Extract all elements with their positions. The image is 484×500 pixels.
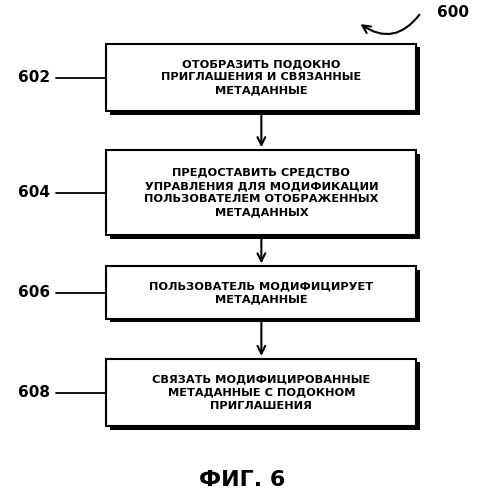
Text: 602: 602: [18, 70, 50, 85]
Bar: [106, 150, 416, 235]
Text: 604: 604: [18, 185, 50, 200]
Text: ПРЕДОСТАВИТЬ СРЕДСТВО
УПРАВЛЕНИЯ ДЛЯ МОДИФИКАЦИИ
ПОЛЬЗОВАТЕЛЕМ ОТОБРАЖЕННЫХ
МЕТА: ПРЕДОСТАВИТЬ СРЕДСТВО УПРАВЛЕНИЯ ДЛЯ МОД…: [144, 168, 378, 218]
Bar: [106, 44, 416, 112]
Text: 600: 600: [437, 5, 469, 20]
Bar: [110, 270, 420, 322]
Bar: [110, 362, 420, 430]
Text: 608: 608: [18, 385, 50, 400]
Bar: [106, 266, 416, 319]
Text: 606: 606: [18, 285, 50, 300]
Text: ФИГ. 6: ФИГ. 6: [199, 470, 285, 490]
Text: ОТОБРАЗИТЬ ПОДОКНО
ПРИГЛАШЕНИЯ И СВЯЗАННЫЕ
МЕТАДАННЫЕ: ОТОБРАЗИТЬ ПОДОКНО ПРИГЛАШЕНИЯ И СВЯЗАНН…: [161, 60, 362, 96]
Bar: [110, 154, 420, 238]
Text: ПОЛЬЗОВАТЕЛЬ МОДИФИЦИРУЕТ
МЕТАДАННЫЕ: ПОЛЬЗОВАТЕЛЬ МОДИФИЦИРУЕТ МЕТАДАННЫЕ: [149, 281, 374, 304]
Bar: [106, 359, 416, 426]
Bar: [110, 48, 420, 115]
Text: СВЯЗАТЬ МОДИФИЦИРОВАННЫЕ
МЕТАДАННЫЕ С ПОДОКНОМ
ПРИГЛАШЕНИЯ: СВЯЗАТЬ МОДИФИЦИРОВАННЫЕ МЕТАДАННЫЕ С ПО…: [152, 374, 370, 410]
